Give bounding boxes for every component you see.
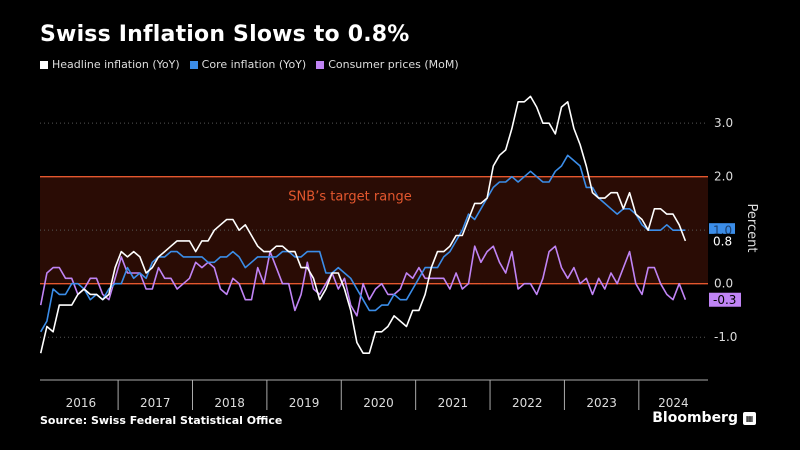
legend-label-headline: Headline inflation (YoY) (52, 58, 180, 71)
x-tick-label: 2018 (214, 396, 245, 410)
x-tick-label: 2023 (586, 396, 617, 410)
end-badge-mom (709, 292, 741, 307)
y-axis-label: Percent (744, 204, 759, 253)
x-tick-label: 2019 (289, 396, 320, 410)
x-tick-label: 2020 (363, 396, 394, 410)
y-tick-label: 3.0 (714, 116, 733, 130)
y-tick-label: 0.0 (714, 277, 733, 291)
bloomberg-mark-icon: ▦ (743, 411, 756, 425)
legend-swatch-headline (40, 60, 48, 69)
series-line-core (40, 154, 686, 333)
series-line-mom (39, 245, 687, 317)
x-tick-label: 2024 (658, 396, 689, 410)
legend-item-mom: Consumer prices (MoM) (316, 58, 459, 71)
target-band-label: SNB’s target range (288, 190, 411, 205)
legend-item-headline: Headline inflation (YoY) (40, 58, 180, 71)
series-line-headline (39, 95, 687, 355)
brand-label: Bloomberg (652, 410, 738, 426)
x-tick-label: 2017 (140, 396, 171, 410)
source-note: Source: Swiss Federal Statistical Office (40, 414, 283, 427)
legend-label-mom: Consumer prices (MoM) (328, 58, 459, 71)
end-label-headline: 0.8 (713, 234, 732, 248)
x-tick-label: 2021 (438, 396, 469, 410)
end-badge-core (709, 223, 735, 238)
legend-item-core: Core inflation (YoY) (189, 58, 307, 71)
legend-label-core: Core inflation (YoY) (201, 58, 307, 71)
x-tick-label: 2022 (512, 396, 543, 410)
end-label-mom: -0.3 (713, 293, 736, 307)
end-badge-headline (709, 233, 735, 248)
legend: Headline inflation (YoY) Core inflation … (40, 58, 459, 71)
x-tick-label: 2016 (66, 396, 97, 410)
legend-swatch-mom (316, 60, 325, 69)
legend-swatch-core (189, 60, 198, 69)
y-tick-label: -1.0 (714, 330, 737, 344)
y-tick-label: 2.0 (714, 170, 733, 184)
chart-title: Swiss Inflation Slows to 0.8% (40, 22, 410, 47)
bloomberg-logo: Bloomberg ▦ (652, 410, 756, 426)
